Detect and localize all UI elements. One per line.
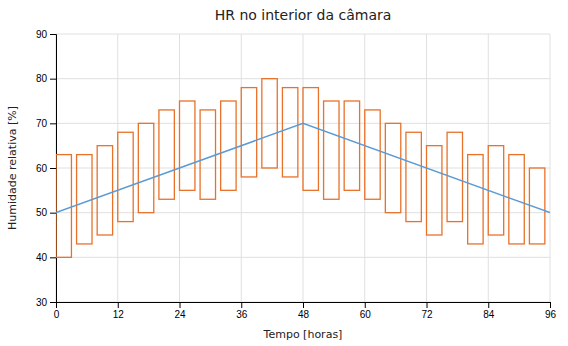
range-box xyxy=(344,101,359,190)
y-axis-title: Humidade relativa [%] xyxy=(6,106,19,230)
y-tick: 90 xyxy=(36,29,56,40)
range-box xyxy=(282,88,297,177)
range-box xyxy=(303,88,318,191)
range-box xyxy=(77,155,92,244)
y-tick-label: 60 xyxy=(36,163,48,174)
y-tick: 80 xyxy=(36,73,56,84)
y-tick-mark xyxy=(50,257,56,258)
y-tick: 50 xyxy=(36,207,56,218)
range-box xyxy=(324,101,339,199)
title: HR no interior da câmara xyxy=(215,7,392,23)
chart: 0 12 24 36 48 60 72 84 96 30 40 50 60 70 80 90 HR no int… xyxy=(0,0,568,346)
range-box xyxy=(180,101,195,190)
range-box xyxy=(118,132,133,221)
x-tick-mark xyxy=(427,302,428,308)
x-axis-line xyxy=(57,303,551,309)
x-tick-label: 72 xyxy=(421,309,433,320)
range-box xyxy=(97,146,112,235)
y-axis: 30 40 50 60 70 80 90 xyxy=(36,29,57,308)
x-tick-label: 36 xyxy=(236,309,248,320)
y-tick-label: 30 xyxy=(36,297,48,308)
plot-area: 0 12 24 36 48 60 72 84 96 30 40 50 60 70 80 90 xyxy=(36,29,557,320)
x-tick-mark xyxy=(365,302,366,308)
x-tick: 12 xyxy=(113,302,125,320)
range-box xyxy=(200,110,215,199)
range-boxes xyxy=(56,79,545,258)
y-tick-mark xyxy=(50,123,56,124)
grid xyxy=(56,34,550,302)
grid-line-y xyxy=(56,212,550,213)
x-tick-mark xyxy=(488,302,489,308)
x-tick-mark xyxy=(303,302,304,308)
range-box xyxy=(262,79,277,168)
range-box xyxy=(468,155,483,244)
y-tick: 30 xyxy=(36,297,56,308)
y-tick-mark xyxy=(50,34,56,35)
x-tick-label: 0 xyxy=(54,309,60,320)
x-tick-label: 12 xyxy=(113,309,125,320)
x-axis-title: Tempo [horas] xyxy=(263,328,343,341)
range-box xyxy=(406,132,421,221)
x-tick: 24 xyxy=(174,302,186,320)
y-tick-mark xyxy=(50,213,56,214)
grid-line-y xyxy=(56,34,550,35)
range-box xyxy=(241,88,256,177)
x-tick: 84 xyxy=(483,302,495,320)
x-axis: 0 12 24 36 48 60 72 84 96 xyxy=(54,302,557,320)
range-box xyxy=(138,123,153,212)
range-box xyxy=(488,146,503,235)
y-tick-mark xyxy=(50,302,56,303)
y-tick: 40 xyxy=(36,252,56,263)
x-tick: 0 xyxy=(54,302,60,320)
x-tick: 36 xyxy=(236,302,248,320)
grid-line-y xyxy=(56,257,550,258)
y-tick-label: 90 xyxy=(36,29,48,40)
x-tick-mark xyxy=(550,302,551,308)
range-box xyxy=(385,123,400,212)
x-tick-label: 48 xyxy=(298,309,310,320)
y-tick-mark xyxy=(50,79,56,80)
range-box xyxy=(159,110,174,199)
x-tick-label: 96 xyxy=(545,309,557,320)
x-tick-mark xyxy=(241,302,242,308)
y-tick-label: 50 xyxy=(36,207,48,218)
range-box xyxy=(56,155,71,258)
marks xyxy=(56,79,550,258)
y-tick-label: 80 xyxy=(36,73,48,84)
grid-line-y xyxy=(56,78,550,79)
x-tick: 96 xyxy=(545,302,557,320)
x-tick: 48 xyxy=(298,302,310,320)
x-tick-label: 84 xyxy=(483,309,495,320)
x-tick-mark xyxy=(118,302,119,308)
x-tick: 60 xyxy=(360,302,372,320)
range-box xyxy=(427,146,442,235)
y-tick-label: 40 xyxy=(36,252,48,263)
x-tick: 72 xyxy=(421,302,433,320)
x-tick-label: 60 xyxy=(360,309,372,320)
y-tick: 60 xyxy=(36,163,56,174)
x-tick-label: 24 xyxy=(174,309,186,320)
y-tick: 70 xyxy=(36,118,56,129)
y-tick-label: 70 xyxy=(36,118,48,129)
mean-line xyxy=(56,123,550,212)
range-box xyxy=(221,101,236,190)
range-box xyxy=(365,110,380,199)
y-axis-line xyxy=(50,35,57,303)
y-tick-mark xyxy=(50,168,56,169)
x-tick-mark xyxy=(180,302,181,308)
